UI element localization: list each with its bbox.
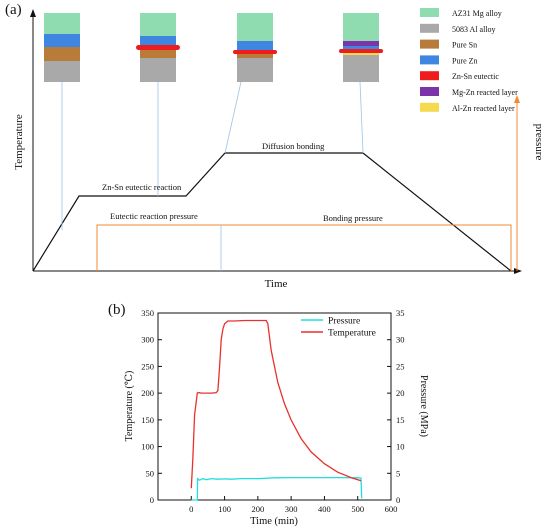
connector-line-4 — [359, 81, 364, 154]
y-tick-label: 50 — [146, 468, 155, 478]
panel-b-legend: Pressure Temperature — [301, 317, 376, 339]
data-series — [190, 319, 363, 501]
y2-tick-label: 30 — [396, 335, 405, 345]
legend-label-temperature: Temperature — [328, 329, 376, 339]
y-tick-label: 200 — [141, 388, 154, 398]
annotation-eutectic-reaction: Zn-Sn eutectic reaction — [102, 182, 182, 192]
panel-a-legend: AZ31 Mg alloy 5083 Al alloy Pure Sn Pure Zn… — [420, 8, 518, 113]
y-tick-label: 100 — [141, 442, 154, 452]
stack-3-mg-layer — [237, 13, 273, 41]
x-tick-label: 400 — [318, 504, 331, 514]
panel-b-label: (b) — [108, 302, 126, 318]
legend-swatch-1 — [420, 23, 439, 33]
stack-3-al-layer — [237, 58, 273, 82]
legend-label-1: 5083 Al alloy — [452, 25, 496, 34]
legend-swatch-5 — [420, 87, 439, 96]
pressure-axis-arrow — [514, 95, 520, 103]
schematic-panel: (a) Temperature pressure Time Zn-Sn eute… — [5, 2, 545, 290]
y-tick-label: 150 — [141, 415, 154, 425]
legend-label-4: Zn-Sn eutectic — [452, 72, 499, 81]
legend-label-5: Mg-Zn reacted layer — [452, 88, 518, 97]
x-tick-label: 200 — [251, 504, 264, 514]
stack-2-mg-layer — [140, 13, 176, 36]
line-chart-panel: (b) 0 100 200 300 400 500 60005010015020025030… — [108, 302, 429, 527]
legend-swatch-3 — [420, 55, 439, 65]
stack-1-sn-layer — [44, 47, 80, 61]
legend-label-3: Pure Zn — [452, 56, 478, 65]
x-tick-label: 600 — [385, 504, 398, 514]
annotation-eutectic-pressure: Eutectic reaction pressure — [110, 211, 198, 221]
x-tick-label: 300 — [285, 504, 298, 514]
y2-tick-label: 5 — [396, 468, 400, 478]
y2-tick-label: 0 — [396, 495, 400, 505]
plot-frame — [157, 312, 392, 501]
pressure-profile-line — [96, 224, 512, 271]
stack-4-alzn-layer — [343, 53, 379, 55]
stack-2-sn-layer — [140, 50, 176, 58]
stack-2-al-layer — [140, 58, 176, 82]
stack-2-eutectic-layer — [136, 45, 180, 50]
stack-3-sn-layer — [237, 54, 273, 58]
joint-stack-2 — [136, 13, 180, 82]
panel-a-y2label: pressure — [533, 124, 545, 161]
pressure-series-line — [191, 476, 363, 501]
x-tick-label: 100 — [218, 504, 231, 514]
joint-stack-3 — [233, 13, 277, 82]
panel-a-ylabel: Temperature — [13, 114, 25, 170]
stack-4-zn-layer — [343, 46, 379, 49]
stack-1-al-layer — [44, 61, 80, 82]
panel-b-ylabel: Temperature (℃) — [124, 371, 135, 442]
x-tick-label: 0 — [189, 504, 193, 514]
y2-tick-label: 25 — [396, 361, 405, 371]
stack-2-zn-layer — [140, 36, 176, 46]
y-tick-label: 350 — [141, 308, 154, 318]
joint-stack-1 — [44, 13, 80, 82]
temperature-profile-line — [32, 152, 512, 272]
panel-b-y2label: Pressure (MPa) — [418, 375, 429, 437]
legend-swatch-6 — [420, 102, 439, 112]
y2-tick-label: 35 — [396, 308, 405, 318]
stack-3-eutectic-layer — [233, 50, 277, 54]
time-axis-arrow — [514, 268, 522, 274]
joint-stack-4 — [339, 13, 383, 82]
stack-4-eutectic-layer — [339, 49, 383, 53]
legend-swatch-2 — [420, 39, 439, 49]
panel-b-xlabel: Time (min) — [250, 516, 298, 527]
annotation-diffusion-bonding: Diffusion bonding — [262, 141, 325, 151]
axis-ticks: 0 100 200 300 400 500 600050100150200250300350… — [141, 308, 404, 514]
y2-tick-label: 15 — [396, 415, 405, 425]
connector-line-3 — [224, 81, 242, 154]
y-tick-label: 250 — [141, 361, 154, 371]
legend-swatch-4 — [420, 71, 439, 81]
legend-label-2: Pure Sn — [452, 41, 477, 50]
temperature-series-line — [190, 319, 362, 489]
y-tick-label: 300 — [141, 335, 154, 345]
y2-tick-label: 10 — [396, 442, 405, 452]
legend-label-0: AZ31 Mg alloy — [452, 9, 502, 18]
annotation-bonding-pressure: Bonding pressure — [323, 213, 383, 223]
stack-3-zn-layer — [237, 41, 273, 51]
stack-4-mgzn-layer — [343, 41, 379, 46]
y-tick-label: 0 — [150, 495, 154, 505]
temperature-axis-arrow — [30, 9, 36, 17]
legend-label-pressure: Pressure — [328, 317, 360, 327]
stack-4-mg-layer — [343, 13, 379, 41]
stack-1-zn-layer — [44, 34, 80, 47]
x-tick-label: 500 — [351, 504, 364, 514]
panel-a-label: (a) — [5, 2, 22, 18]
legend-label-6: Al-Zn reacted layer — [452, 104, 515, 113]
stack-1-mg-layer — [44, 13, 80, 34]
legend-swatch-0 — [420, 8, 439, 17]
y2-tick-label: 20 — [396, 388, 405, 398]
stack-4-al-layer — [343, 55, 379, 82]
panel-a-xlabel: Time — [265, 278, 288, 290]
